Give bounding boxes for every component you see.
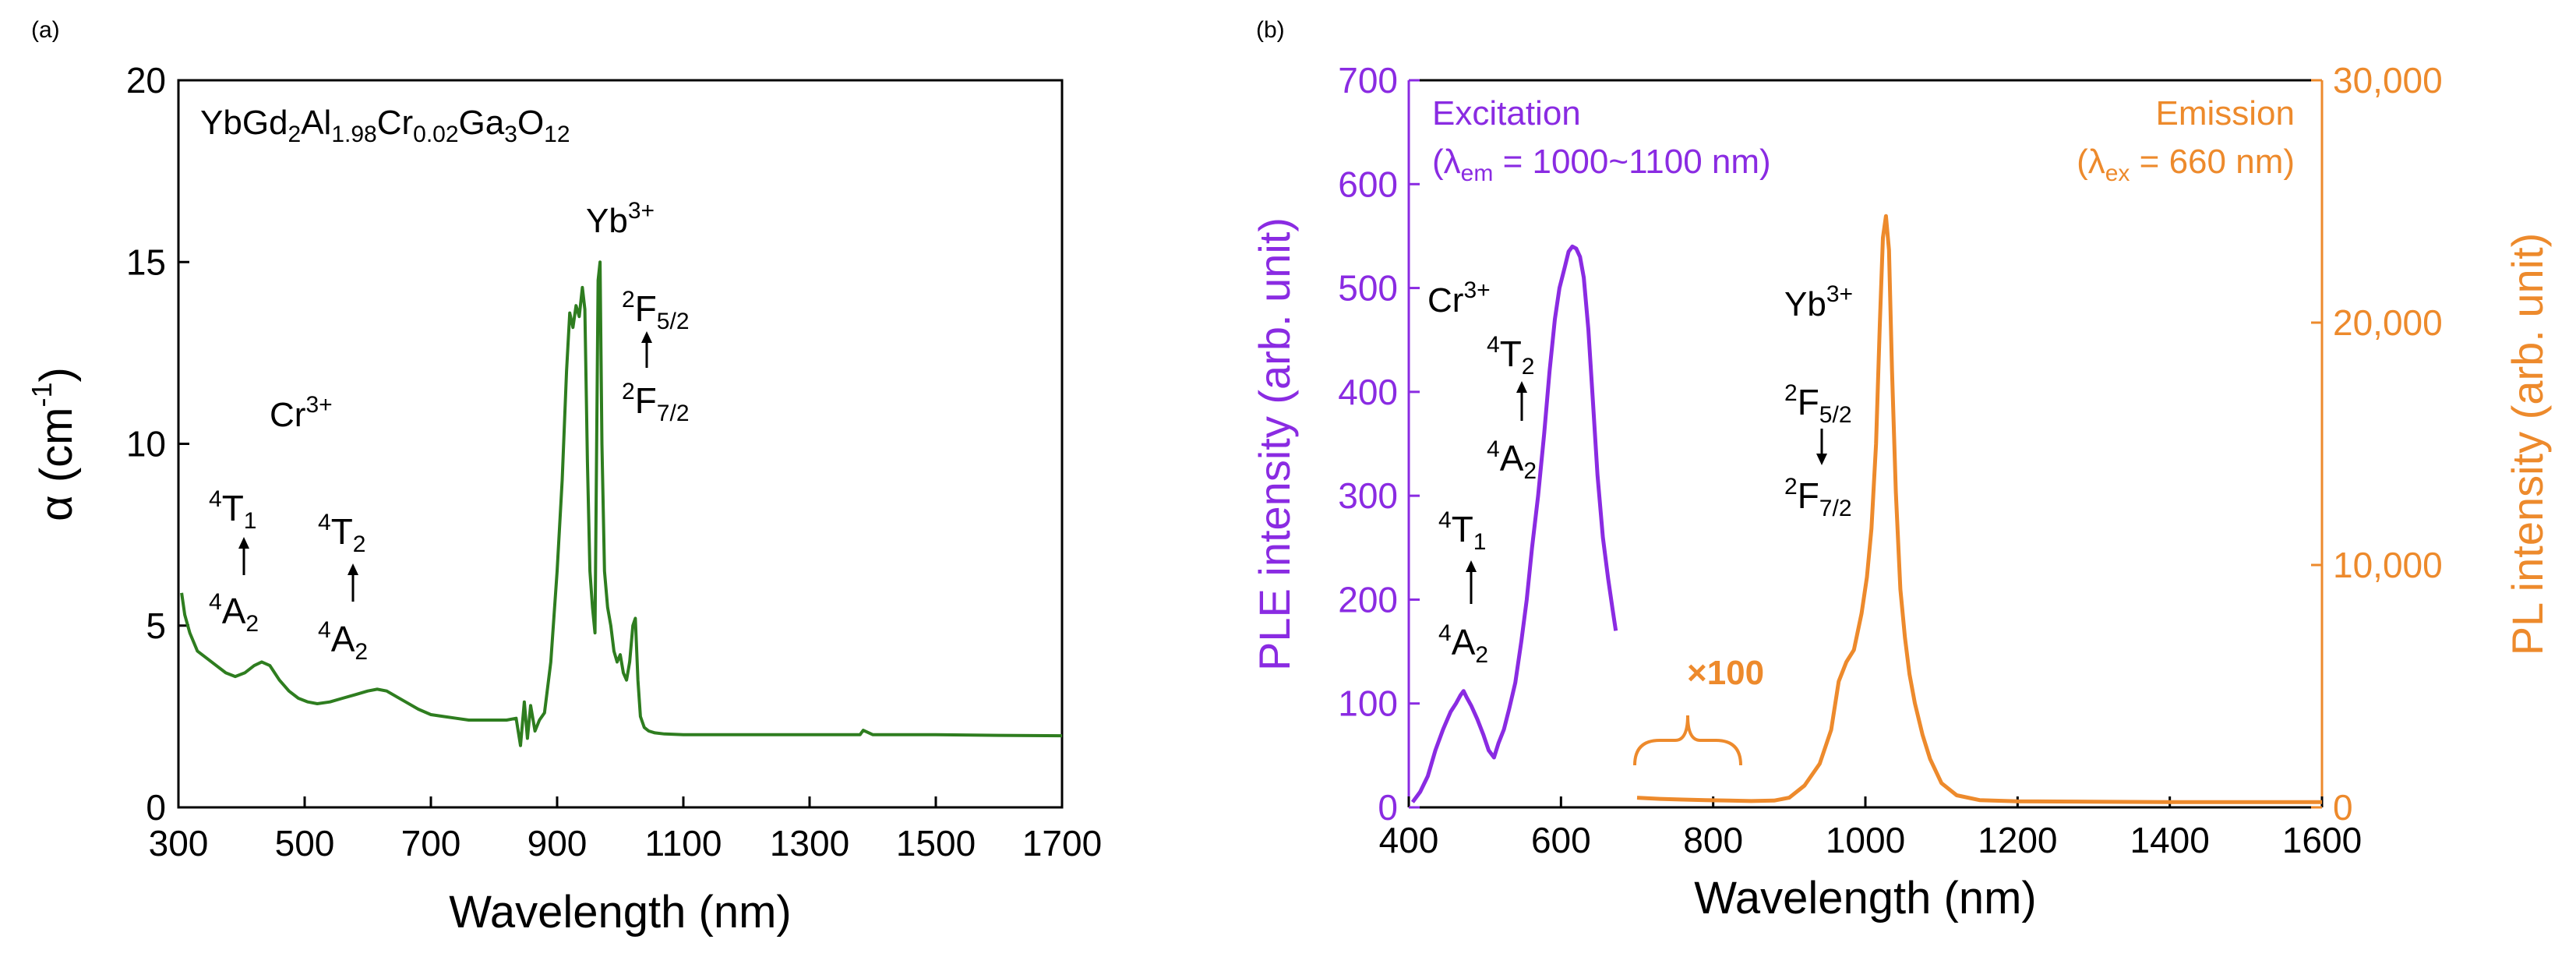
panel-a-f-arrow <box>641 331 652 368</box>
panel-a-axes <box>177 79 1064 809</box>
panel-b-f-arrow <box>1816 429 1827 465</box>
panel-b-t1-lower: 4A2 <box>1438 620 1488 668</box>
panel-a-t1-lower: 4A2 <box>209 589 259 637</box>
panel-b-ylabel-left: PLE intensity (arb. unit) <box>1250 217 1299 671</box>
panel-b-t2-arrow <box>1516 381 1527 421</box>
panel-a-formula: YbGd2Al1.98Cr0.02Ga3O12 <box>200 104 570 147</box>
panel-b-f-lower: 2F7/2 <box>1784 474 1852 521</box>
panel-b-right-ticks: 0 10,000 20,000 30,000 <box>2311 60 2443 828</box>
panel-b-right-tick-label: 30,000 <box>2333 60 2443 101</box>
panel-b: (b) 400 600 800 1000 1200 1400 1600 0 100 200 300… <box>1250 17 2552 923</box>
panel-b-excitation-title: Excitation <box>1432 94 1581 132</box>
panel-b-left-tick-label: 100 <box>1338 683 1398 724</box>
panel-b-t1-arrow <box>1466 560 1477 604</box>
panel-b-emission-title: Emission <box>2156 94 2295 132</box>
panel-b-right-tick-label: 0 <box>2333 787 2353 828</box>
panel-b-right-tick-label: 20,000 <box>2333 302 2443 343</box>
panel-a-absorption-line <box>180 260 1063 747</box>
panel-b-emission-line <box>1636 214 2322 804</box>
panel-a-t2-upper: 4T2 <box>318 510 365 557</box>
panel-b-emission-cond: (λex = 660 nm) <box>2077 143 2295 186</box>
panel-b-left-tick-label: 0 <box>1378 787 1398 828</box>
panel-a-x-ticks: 300 500 700 900 1100 1300 1500 1700 <box>149 796 1102 863</box>
panel-b-left-ticks: 0 100 200 300 400 500 600 700 <box>1338 60 1420 828</box>
panel-a-y-tick-label: 0 <box>146 787 166 828</box>
panel-a-label: (a) <box>31 17 60 43</box>
panel-a-yb-label: Yb3+ <box>586 198 655 240</box>
panel-b-left-tick-label: 500 <box>1338 268 1398 309</box>
panel-a-frame <box>177 79 1064 809</box>
panel-b-t1-upper: 4T1 <box>1438 507 1486 555</box>
panel-a-y-tick-label: 15 <box>126 242 166 282</box>
panel-b-excitation-cond: (λem = 1000~1100 nm) <box>1432 143 1771 186</box>
panel-b-x-tick-label: 400 <box>1379 820 1439 860</box>
panel-b-x-ticks: 400 600 800 1000 1200 1400 1600 <box>1379 796 2362 860</box>
panel-b-x-tick-label: 1600 <box>2282 820 2362 860</box>
panel-a-ylabel: α (cm-1) <box>26 367 82 521</box>
panel-b-ylabel-right: PL intensity (arb. unit) <box>2503 233 2552 656</box>
panel-b-excitation-line <box>1410 244 1618 803</box>
panel-b-t2-upper: 4T2 <box>1487 332 1534 380</box>
panel-b-axes <box>1407 79 2324 809</box>
panel-a-t1-upper: 4T1 <box>209 486 256 534</box>
panel-a-x-tick-label: 700 <box>401 823 461 863</box>
panel-b-f-upper: 2F5/2 <box>1784 380 1852 428</box>
panel-b-x-tick-label: 600 <box>1531 820 1591 860</box>
panel-b-x-tick-label: 1400 <box>2130 820 2209 860</box>
panel-a-xlabel: Wavelength (nm) <box>449 887 791 938</box>
panel-a-y-tick-label: 20 <box>126 60 166 101</box>
panel-a-y-ticks: 0 5 10 15 20 <box>126 60 189 828</box>
panel-b-label: (b) <box>1256 17 1285 43</box>
panel-b-x-tick-label: 800 <box>1683 820 1743 860</box>
panel-b-left-tick-label: 400 <box>1338 372 1398 412</box>
panel-b-right-tick-label: 10,000 <box>2333 545 2443 585</box>
panel-b-x-tick-label: 1000 <box>1826 820 1905 860</box>
panel-b-cr-label: Cr3+ <box>1427 277 1491 320</box>
panel-a-t1-arrow <box>238 537 249 575</box>
panel-a-y-tick-label: 10 <box>126 424 166 464</box>
panel-a-t2-lower: 4A2 <box>318 617 368 665</box>
panel-a-t2-arrow <box>348 563 358 602</box>
panel-a-cr-label: Cr3+ <box>270 392 333 434</box>
panel-a-x-tick-label: 300 <box>149 823 209 863</box>
panel-a-x-tick-label: 500 <box>275 823 335 863</box>
panel-b-yb-label: Yb3+ <box>1784 281 1853 323</box>
panel-a-f-upper: 2F5/2 <box>622 287 690 334</box>
panel-a-x-tick-label: 1100 <box>645 823 722 863</box>
panel-b-t2-lower: 4A2 <box>1487 436 1537 484</box>
panel-b-times100: ×100 <box>1687 654 1764 692</box>
panel-b-left-tick-label: 700 <box>1338 60 1398 101</box>
panel-b-left-tick-label: 600 <box>1338 164 1398 204</box>
panel-a: (a) 300 500 700 900 1100 1300 1500 1700 0 5 10 15 2… <box>26 17 1102 938</box>
panel-a-y-tick-label: 5 <box>146 606 166 646</box>
panel-b-left-tick-label: 300 <box>1338 475 1398 516</box>
panel-a-f-lower: 2F7/2 <box>622 379 690 426</box>
panel-b-x-tick-label: 1200 <box>1978 820 2057 860</box>
panel-a-x-tick-label: 900 <box>528 823 588 863</box>
panel-a-x-tick-label: 1500 <box>896 823 976 863</box>
panel-a-x-tick-label: 1700 <box>1022 823 1102 863</box>
panel-b-left-tick-label: 200 <box>1338 579 1398 620</box>
panel-a-x-tick-label: 1300 <box>770 823 849 863</box>
panel-b-xlabel: Wavelength (nm) <box>1694 873 2036 923</box>
panel-b-brace <box>1633 715 1742 766</box>
